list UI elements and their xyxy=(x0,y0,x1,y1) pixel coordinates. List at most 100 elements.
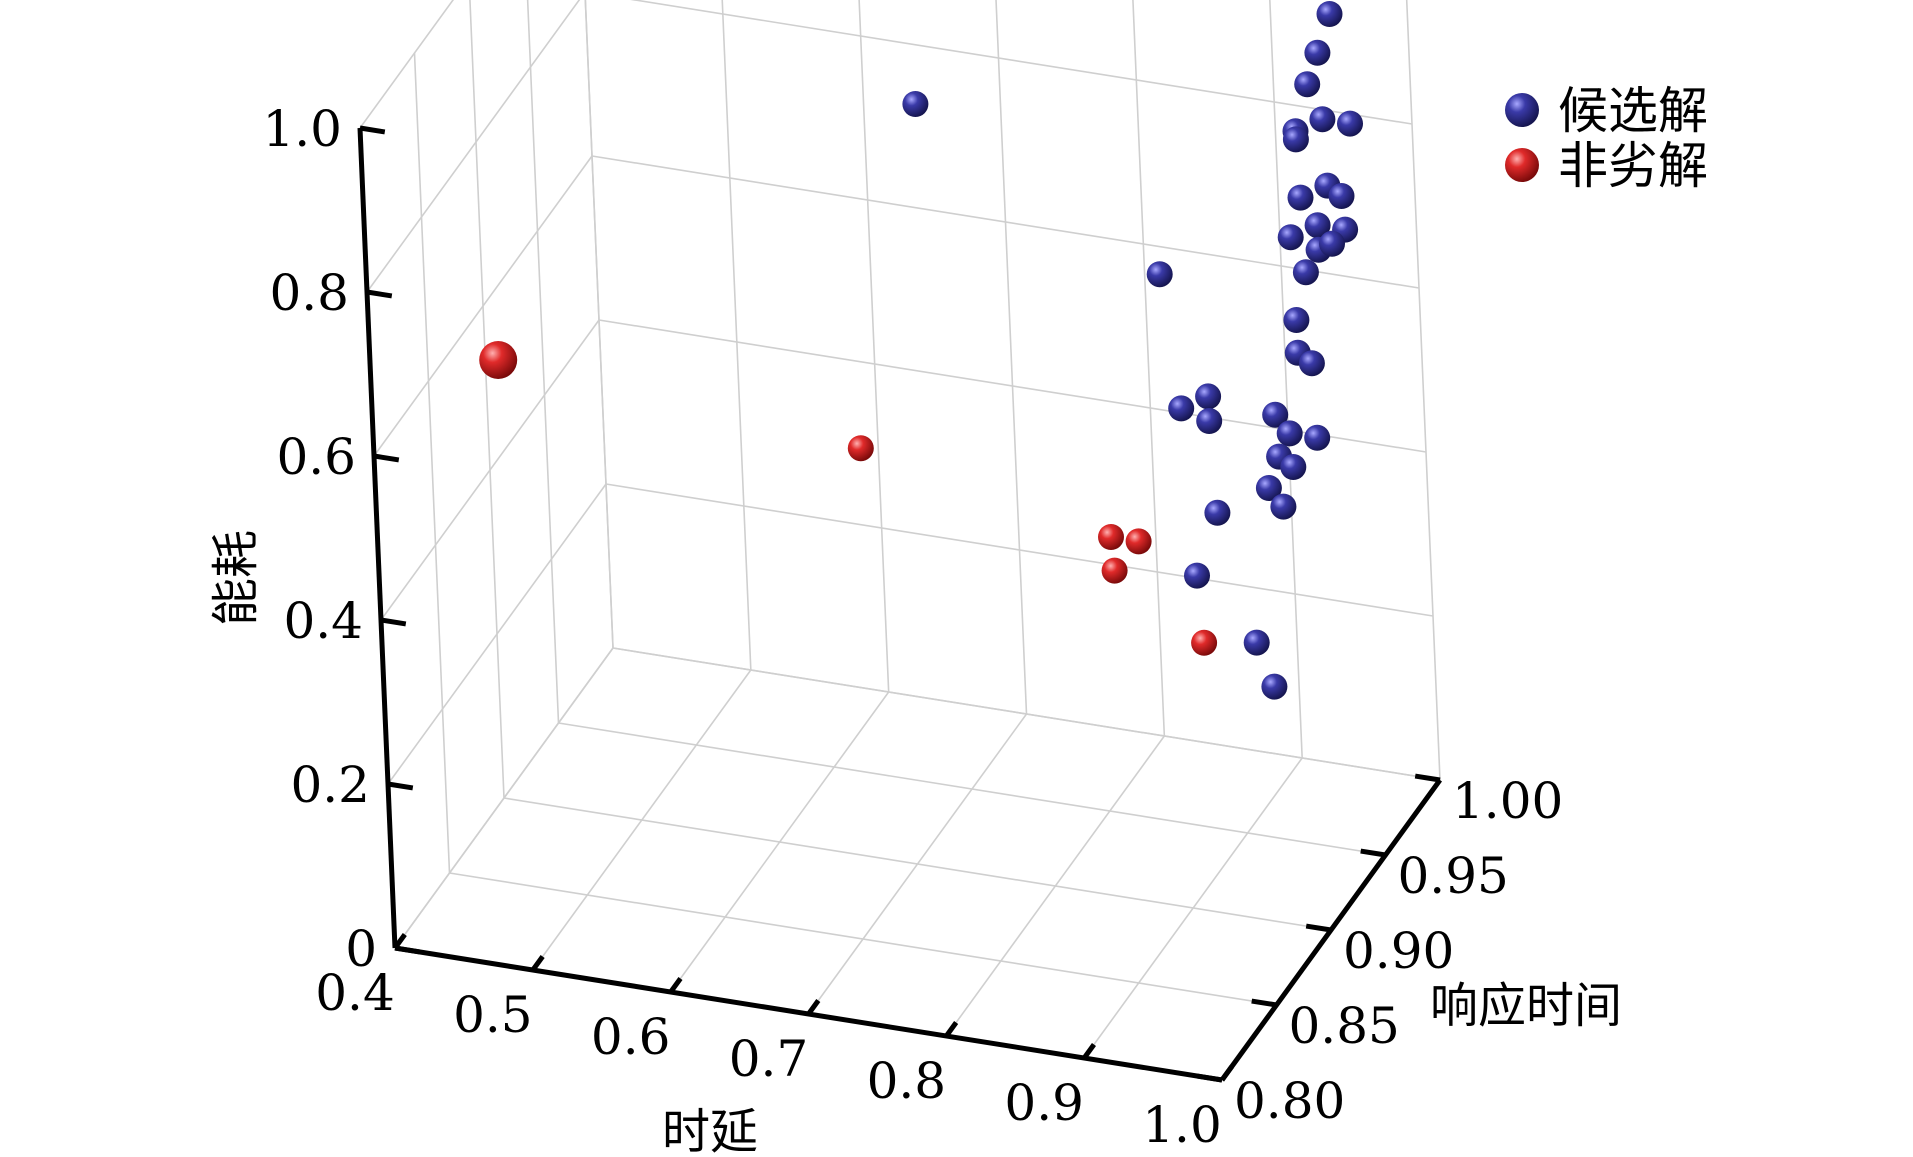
candidate-point xyxy=(1270,493,1297,520)
legend: 候选解 非劣解 xyxy=(1505,82,1708,195)
y-tick-label: 0.85 xyxy=(1289,997,1400,1055)
nondominated-point xyxy=(847,435,874,462)
candidate-point xyxy=(1328,183,1355,209)
candidate-point xyxy=(1294,71,1321,98)
x-tick-mark xyxy=(668,977,683,994)
nondominated-point xyxy=(1101,557,1128,584)
side-gridline-y xyxy=(413,52,451,874)
z-tick-mark xyxy=(359,125,386,135)
side-gridline-z xyxy=(387,483,607,785)
legend-label-nondominated: 非劣解 xyxy=(1558,137,1708,195)
floor-gridline-y xyxy=(503,797,1332,931)
candidate-point xyxy=(1261,673,1288,700)
x-tick-label: 0.9 xyxy=(1004,1074,1084,1132)
candidate-point xyxy=(1204,499,1231,526)
y-tick-label: 0.95 xyxy=(1398,847,1509,905)
side-gridline-z xyxy=(394,647,614,949)
back-gridline-z xyxy=(591,155,1420,289)
y-tick-label-mark xyxy=(1196,1073,1223,1083)
y-tick-label-mark xyxy=(1360,848,1386,858)
y-tick-label: 0.80 xyxy=(1234,1072,1345,1130)
z-axis-line xyxy=(357,127,398,949)
x-tick-mark xyxy=(530,955,545,972)
candidate-point xyxy=(1283,307,1310,333)
nondominated-point xyxy=(1191,629,1218,656)
y-tick-label: 0.90 xyxy=(1343,922,1454,980)
candidate-point xyxy=(1304,212,1331,239)
z-tick-mark xyxy=(366,289,393,299)
candidate-point xyxy=(1184,562,1210,589)
labels-layer: 0.4 0.5 0.6 0.7 0.8 0.9 1.0 0.800.850.900.951.0… xyxy=(262,100,1563,1154)
z-tick-mark xyxy=(380,617,407,627)
side-gridline-z xyxy=(359,0,455,129)
x-tick-mark xyxy=(806,999,821,1016)
points-layer xyxy=(479,1,1363,700)
candidate-point xyxy=(902,91,929,117)
z-tick-mark xyxy=(394,945,421,955)
back-gridline-x xyxy=(1269,0,1303,759)
z-tick-mark xyxy=(387,781,414,791)
y-tick-label-mark xyxy=(1414,773,1441,783)
axes-layer xyxy=(357,125,1443,1083)
side-gridline-y xyxy=(526,0,560,724)
candidate-point xyxy=(1304,424,1331,451)
back-gridline-z xyxy=(612,647,1441,781)
y-tick-label-mark xyxy=(1251,998,1277,1008)
x-tick-label: 1.0 xyxy=(1142,1096,1222,1154)
candidate-point xyxy=(1243,629,1270,656)
candidate-point xyxy=(1309,106,1336,133)
x-tick-label: 0.4 xyxy=(315,964,395,1022)
z-tick-label: 0.4 xyxy=(283,592,363,650)
candidate-point xyxy=(1146,261,1173,288)
y-axis-title: 响应时间 xyxy=(1430,978,1622,1034)
candidate-point xyxy=(1277,224,1304,251)
back-gridline-z xyxy=(605,483,1434,617)
x-axis-title: 时延 xyxy=(662,1104,758,1157)
nondominated-point xyxy=(1098,524,1124,550)
back-gridline-x xyxy=(1405,0,1441,781)
x-tick-label: 0.8 xyxy=(867,1052,947,1110)
candidate-point xyxy=(1255,475,1282,501)
side-gridline-y xyxy=(584,0,614,649)
back-gridline-z xyxy=(630,0,1413,125)
candidate-point xyxy=(1276,420,1303,447)
z-tick-label: 0.8 xyxy=(269,264,349,322)
candidate-point xyxy=(1280,454,1307,480)
z-tick-mark xyxy=(373,453,400,463)
candidate-point xyxy=(1319,230,1345,257)
candidate-point xyxy=(1195,383,1222,410)
z-tick-label: 0.6 xyxy=(276,428,356,486)
candidate-point xyxy=(1292,259,1319,286)
back-gridline-x xyxy=(1132,0,1166,737)
candidate-point xyxy=(1298,350,1325,377)
legend-label-candidate: 候选解 xyxy=(1558,82,1708,140)
side-gridline-z xyxy=(373,155,593,457)
x-tick-mark xyxy=(1219,1065,1234,1082)
z-tick-label: 1.0 xyxy=(262,100,342,158)
floor-gridline-y xyxy=(449,872,1277,1006)
legend-marker-nondominated xyxy=(1505,148,1539,182)
side-gridline-z xyxy=(366,0,581,293)
y-tick-label: 1.00 xyxy=(1452,772,1563,830)
candidate-point xyxy=(1282,126,1309,153)
z-axis-title: 能耗 xyxy=(208,530,264,626)
z-tick-label: 0 xyxy=(345,920,377,978)
x-tick-label: 0.5 xyxy=(453,986,533,1044)
candidate-point xyxy=(1337,110,1363,137)
candidate-point xyxy=(1168,395,1195,422)
x-tick-label: 0.7 xyxy=(729,1030,809,1088)
candidate-point xyxy=(1262,401,1289,428)
side-gridline-z xyxy=(380,319,600,621)
floor-gridline-y xyxy=(558,722,1386,856)
candidate-point xyxy=(1316,1,1343,27)
x-tick-label: 0.6 xyxy=(591,1008,671,1066)
back-gridline-x xyxy=(858,0,890,693)
back-gridline-x xyxy=(995,0,1028,715)
grid-layer xyxy=(359,0,1441,1081)
candidate-point xyxy=(1287,184,1314,211)
z-tick-label: 0.2 xyxy=(290,756,370,814)
x-tick-mark xyxy=(944,1021,959,1038)
candidate-point xyxy=(1196,408,1223,434)
back-gridline-x xyxy=(721,0,752,671)
